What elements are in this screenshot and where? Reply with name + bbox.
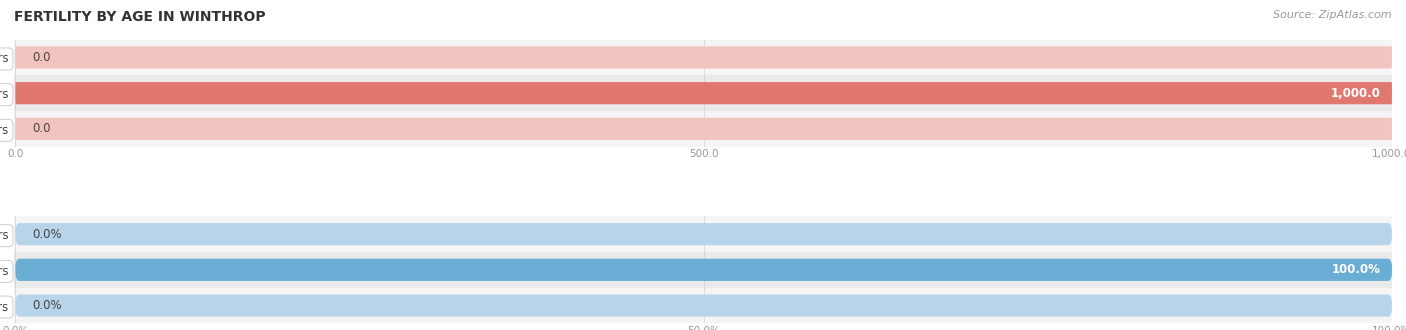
Text: FERTILITY BY AGE IN WINTHROP: FERTILITY BY AGE IN WINTHROP (14, 10, 266, 24)
Bar (14, 252, 1392, 288)
Text: 0.0: 0.0 (32, 51, 51, 64)
FancyBboxPatch shape (15, 294, 1392, 316)
FancyBboxPatch shape (15, 47, 1392, 69)
Bar (14, 216, 1392, 252)
Text: 0.0%: 0.0% (32, 228, 62, 241)
Text: 1,000.0: 1,000.0 (1331, 87, 1381, 100)
Bar (14, 75, 1392, 111)
Bar (14, 40, 1392, 75)
Text: Source: ZipAtlas.com: Source: ZipAtlas.com (1274, 10, 1392, 20)
FancyBboxPatch shape (15, 82, 1392, 104)
Text: 0.0%: 0.0% (32, 299, 62, 312)
Bar (14, 288, 1392, 323)
Text: 0.0: 0.0 (32, 122, 51, 135)
FancyBboxPatch shape (15, 82, 1392, 104)
Text: 100.0%: 100.0% (1331, 263, 1381, 276)
FancyBboxPatch shape (15, 259, 1392, 281)
FancyBboxPatch shape (15, 118, 1392, 140)
FancyBboxPatch shape (15, 259, 1392, 281)
Bar (14, 111, 1392, 147)
FancyBboxPatch shape (15, 223, 1392, 245)
